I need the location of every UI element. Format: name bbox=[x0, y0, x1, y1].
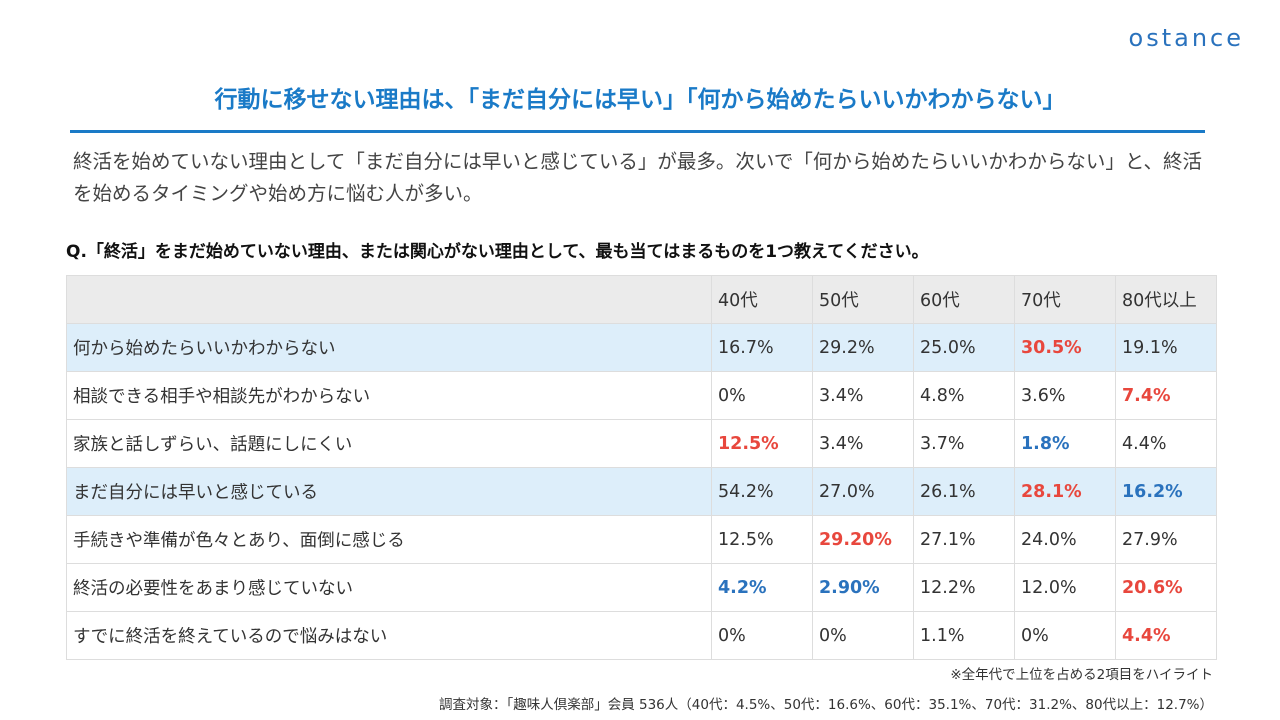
value-cell: 3.6% bbox=[1014, 371, 1116, 420]
row-label: 家族と話しずらい、話題にしにくい bbox=[66, 419, 712, 468]
value-cell: 7.4% bbox=[1115, 371, 1217, 420]
value-cell: 19.1% bbox=[1115, 323, 1217, 372]
header-cell: 70代 bbox=[1014, 275, 1116, 324]
header-cell: 60代 bbox=[913, 275, 1015, 324]
lead-text: 終活を始めていない理由として「まだ自分には早いと感じている」が最多。次いで「何か… bbox=[73, 150, 1203, 205]
value-cell: 0% bbox=[1014, 611, 1116, 660]
value-cell: 16.7% bbox=[711, 323, 813, 372]
value-cell: 27.0% bbox=[812, 467, 914, 516]
title: 行動に移せない理由は、「まだ自分には早い」「何から始めたらいいかわからない」 bbox=[214, 87, 1066, 113]
value-cell: 4.2% bbox=[711, 563, 813, 612]
header-cell: 50代 bbox=[812, 275, 914, 324]
table-row: 何から始めたらいいかわからない 16.7% 29.2% 25.0% 30.5% 19.1% bbox=[66, 323, 1217, 372]
value-cell: 3.4% bbox=[812, 419, 914, 468]
value-cell: 12.0% bbox=[1014, 563, 1116, 612]
table-row: 手続きや準備が色々とあり、面倒に感じる 12.5% 29.20% 27.1% 24.0%… bbox=[66, 515, 1217, 564]
row-label: 相談できる相手や相談先がわからない bbox=[66, 371, 712, 420]
row-label: まだ自分には早いと感じている bbox=[66, 467, 712, 516]
value-cell: 4.4% bbox=[1115, 611, 1217, 660]
table-row: 相談できる相手や相談先がわからない 0% 3.4% 4.8% 3.6% 7.4% bbox=[66, 371, 1217, 420]
divider bbox=[70, 130, 1205, 133]
header-cell: 40代 bbox=[711, 275, 813, 324]
note: 調査対象：「趣味人倶楽部」会員 536人（40代：4.5%、50代：16.6%、… bbox=[438, 697, 1213, 713]
value-cell: 3.7% bbox=[913, 419, 1015, 468]
value-cell: 29.20% bbox=[812, 515, 914, 564]
row-label: 何から始めたらいいかわからない bbox=[66, 323, 712, 372]
row-label: すでに終活を終えているので悩みはない bbox=[66, 611, 712, 660]
value-cell: 24.0% bbox=[1014, 515, 1116, 564]
value-cell: 16.2% bbox=[1115, 467, 1217, 516]
question: Q.「終活」をまだ始めていない理由、または関心がない理由として、最も当てはまるも… bbox=[66, 242, 929, 262]
value-cell: 27.9% bbox=[1115, 515, 1217, 564]
note: ※全年代で上位を占める2項目をハイライト bbox=[950, 667, 1213, 683]
value-cell: 25.0% bbox=[913, 323, 1015, 372]
table-row: すでに終活を終えているので悩みはない 0% 0% 1.1% 0% 4.4% bbox=[66, 611, 1217, 660]
logo: ostance bbox=[1128, 24, 1244, 52]
value-cell: 3.4% bbox=[812, 371, 914, 420]
value-cell: 12.5% bbox=[711, 515, 813, 564]
value-cell: 12.5% bbox=[711, 419, 813, 468]
value-cell: 4.4% bbox=[1115, 419, 1217, 468]
value-cell: 30.5% bbox=[1014, 323, 1116, 372]
header-row: 40代 50代 60代 70代 80代以上 bbox=[66, 275, 1217, 324]
value-cell: 29.2% bbox=[812, 323, 914, 372]
header-cell bbox=[66, 275, 712, 324]
header-cell: 80代以上 bbox=[1115, 275, 1217, 324]
value-cell: 0% bbox=[711, 371, 813, 420]
value-cell: 54.2% bbox=[711, 467, 813, 516]
table-row: まだ自分には早いと感じている 54.2% 27.0% 26.1% 28.1% 16.2% bbox=[66, 467, 1217, 516]
data-table: 40代 50代 60代 70代 80代以上 何から始めたらいいかわからない 16.7% 29.… bbox=[66, 275, 1217, 660]
value-cell: 20.6% bbox=[1115, 563, 1217, 612]
table-row: 家族と話しずらい、話題にしにくい 12.5% 3.4% 3.7% 1.8% 4.4% bbox=[66, 419, 1217, 468]
value-cell: 12.2% bbox=[913, 563, 1015, 612]
value-cell: 0% bbox=[812, 611, 914, 660]
row-label: 手続きや準備が色々とあり、面倒に感じる bbox=[66, 515, 712, 564]
value-cell: 26.1% bbox=[913, 467, 1015, 516]
value-cell: 28.1% bbox=[1014, 467, 1116, 516]
row-label: 終活の必要性をあまり感じていない bbox=[66, 563, 712, 612]
value-cell: 2.90% bbox=[812, 563, 914, 612]
value-cell: 27.1% bbox=[913, 515, 1015, 564]
value-cell: 4.8% bbox=[913, 371, 1015, 420]
table-row: 終活の必要性をあまり感じていない 4.2% 2.90% 12.2% 12.0% 20.6% bbox=[66, 563, 1217, 612]
value-cell: 1.1% bbox=[913, 611, 1015, 660]
value-cell: 0% bbox=[711, 611, 813, 660]
value-cell: 1.8% bbox=[1014, 419, 1116, 468]
